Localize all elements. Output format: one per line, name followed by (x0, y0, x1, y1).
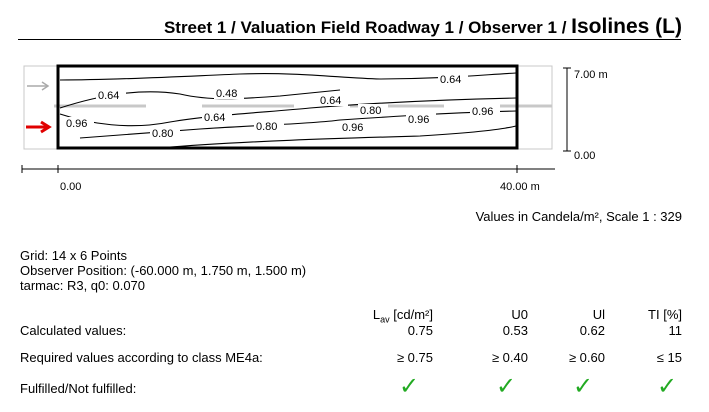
y-bottom-label: 0.00 (574, 150, 595, 162)
header-ul: Ul (592, 307, 605, 322)
isoline-label: 0.64 (320, 95, 341, 107)
req-lav: ≥ 0.75 (396, 350, 433, 365)
check-icon: ✓ (398, 373, 420, 400)
isoline-label: 0.96 (408, 114, 429, 126)
isoline-label: 0.96 (66, 118, 87, 130)
valuation-field-frame (56, 64, 519, 150)
isoline-label: 0.48 (216, 88, 237, 100)
isoline-label: 0.80 (360, 105, 381, 117)
check-icon: ✓ (656, 373, 678, 400)
page-title: Street 1 / Valuation Field Roadway 1 / O… (164, 15, 682, 39)
observer-arrow-icon (26, 120, 52, 134)
height-dimension (563, 67, 571, 152)
header-lav: Lav [cd/m²] (372, 307, 433, 325)
x-right-label: 40.00 m (500, 181, 540, 193)
calc-lav: 0.75 (407, 323, 433, 338)
req-ti: ≤ 15 (656, 350, 682, 365)
isoline-label: 0.64 (204, 112, 225, 124)
title-prefix: Street 1 / Valuation Field Roadway 1 / O… (163, 18, 572, 37)
row-label-calculated: Calculated values: (20, 323, 127, 338)
req-u0: ≥ 0.40 (491, 350, 528, 365)
isoline-label: 0.96 (472, 106, 493, 118)
calc-ul: 0.62 (579, 323, 605, 338)
req-ul: ≥ 0.60 (568, 350, 605, 365)
isoline-label: 0.64 (440, 74, 461, 86)
isoline-plot: 0.64 0.48 0.64 0.64 0.64 0.80 0.96 0.96 … (21, 64, 608, 193)
y-top-label: 7.00 m (574, 69, 608, 81)
isoline-label: 0.80 (256, 121, 277, 133)
x-left-label: 0.00 (60, 181, 81, 193)
title-divider (18, 39, 681, 40)
title-main: Isolines (L) (571, 15, 682, 38)
isoline-label: 0.80 (152, 128, 173, 140)
isoline-label: 0.64 (98, 90, 119, 102)
header-u0: U0 (511, 307, 528, 322)
length-dimension (21, 165, 555, 173)
check-icon: ✓ (572, 373, 594, 400)
row-label-required: Required values according to class ME4a: (20, 350, 263, 365)
units-scale-note: Values in Candela/m², Scale 1 : 329 (475, 209, 682, 224)
header-ti: TI [%] (648, 307, 682, 322)
tarmac-info: tarmac: R3, q0: 0.070 (20, 278, 146, 293)
calc-ti: 11 (668, 323, 683, 338)
isoline-label: 0.96 (342, 122, 363, 134)
grid-info: Grid: 14 x 6 Points (20, 248, 127, 263)
check-icon: ✓ (495, 373, 517, 400)
calc-u0: 0.53 (502, 323, 528, 338)
row-label-fulfilled: Fulfilled/Not fulfilled: (20, 381, 137, 396)
observer-position-info: Observer Position: (-60.000 m, 1.750 m, … (20, 263, 307, 278)
arrow-right-icon (27, 81, 50, 91)
